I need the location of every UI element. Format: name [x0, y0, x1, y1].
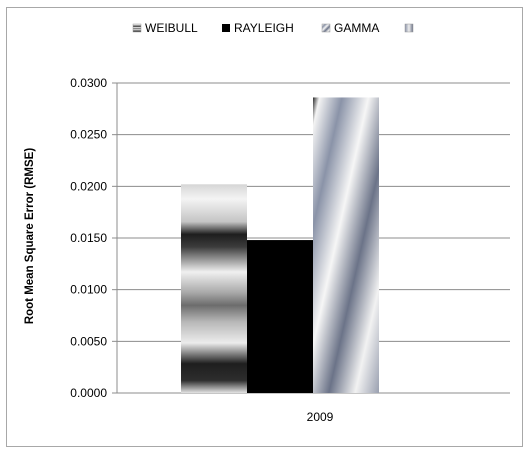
x-tick-labels: 2009 — [307, 410, 334, 424]
legend-swatch-weibull — [132, 23, 142, 33]
y-tick-label: 0.0200 — [70, 179, 107, 193]
y-tick-label: 0.0300 — [70, 76, 107, 90]
y-tick-labels: 0.0000 0.0050 0.0100 0.0150 0.0200 0.0250 0.03… — [70, 76, 107, 400]
y-tick-label: 0.0250 — [70, 128, 107, 142]
bar-rayleigh — [247, 240, 313, 393]
bar-weibull — [181, 184, 247, 393]
y-axis-title: Root Mean Square Error (RMSE) — [24, 148, 36, 325]
y-tick-label: 0.0100 — [70, 283, 107, 297]
legend-label-gamma: GAMMA — [334, 21, 379, 35]
bar-gamma — [313, 97, 379, 393]
y-tick-label: 0.0000 — [70, 386, 107, 400]
legend-label-weibull: WEIBULL — [145, 21, 198, 35]
legend: WEIBULL RAYLEIGH GAMMA — [132, 21, 414, 35]
legend-swatch-gamma — [321, 23, 331, 33]
legend-label-rayleigh: RAYLEIGH — [234, 21, 294, 35]
legend-swatch-extra — [404, 23, 414, 33]
bars — [181, 97, 379, 393]
y-tick-label: 0.0150 — [70, 231, 107, 245]
y-tick-label: 0.0050 — [70, 334, 107, 348]
x-tick-label: 2009 — [307, 410, 334, 424]
legend-swatch-rayleigh — [222, 24, 230, 32]
